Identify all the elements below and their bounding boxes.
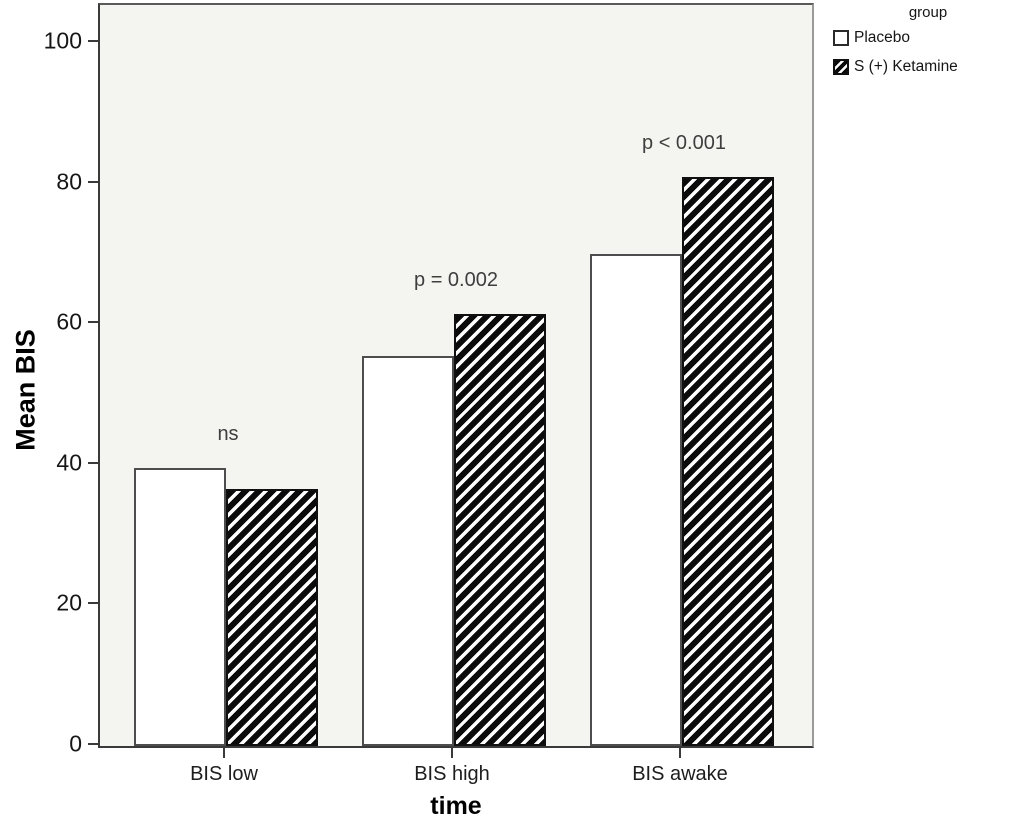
y-tick-mark-0 <box>88 743 98 745</box>
y-tick-mark-40 <box>88 462 98 464</box>
bar-ketamine-bis-awake <box>682 177 774 746</box>
x-axis-title: time <box>430 792 482 820</box>
significance-annotation-bis-low: ns <box>217 423 239 445</box>
legend-title: group <box>908 4 948 21</box>
y-tick-label-40: 40 <box>56 449 82 476</box>
y-tick-mark-100 <box>88 40 98 42</box>
legend: group Placebo S (+) Ketamine <box>833 4 1023 86</box>
solid-swatch-icon <box>833 29 849 46</box>
hatch-swatch-icon <box>833 58 849 75</box>
x-tick-mark-bis-high <box>451 748 453 758</box>
x-tick-label-bis-high: BIS high <box>414 763 490 785</box>
x-tick-label-bis-awake: BIS awake <box>632 763 728 785</box>
x-tick-label-bis-low: BIS low <box>190 763 258 785</box>
bar-placebo-bis-low <box>134 468 226 746</box>
y-tick-label-60: 60 <box>56 308 82 335</box>
x-tick-mark-bis-low <box>223 748 225 758</box>
y-tick-label-100: 100 <box>43 27 82 54</box>
bar-ketamine-bis-high <box>454 314 546 746</box>
y-tick-mark-20 <box>88 602 98 604</box>
legend-label: S (+) Ketamine <box>854 57 958 75</box>
legend-item-ketamine: S (+) Ketamine <box>833 57 1023 76</box>
significance-annotation-bis-awake: p < 0.001 <box>642 132 726 154</box>
significance-annotation-bis-high: p = 0.002 <box>414 269 498 291</box>
legend-label: Placebo <box>854 28 911 46</box>
y-tick-label-0: 0 <box>69 730 82 757</box>
y-tick-mark-80 <box>88 181 98 183</box>
legend-items: Placebo S (+) Ketamine <box>833 28 1023 76</box>
y-axis-title: Mean BIS <box>10 329 41 451</box>
x-tick-mark-bis-awake <box>679 748 681 758</box>
y-tick-label-20: 20 <box>56 589 82 616</box>
legend-item-placebo: Placebo <box>833 28 1023 47</box>
bar-placebo-bis-high <box>362 356 454 746</box>
bar-placebo-bis-awake <box>590 254 682 746</box>
bar-ketamine-bis-low <box>226 489 318 746</box>
y-tick-mark-60 <box>88 321 98 323</box>
y-tick-label-80: 80 <box>56 168 82 195</box>
plot-area: ns p = 0.002 p < 0.001 <box>98 3 814 748</box>
